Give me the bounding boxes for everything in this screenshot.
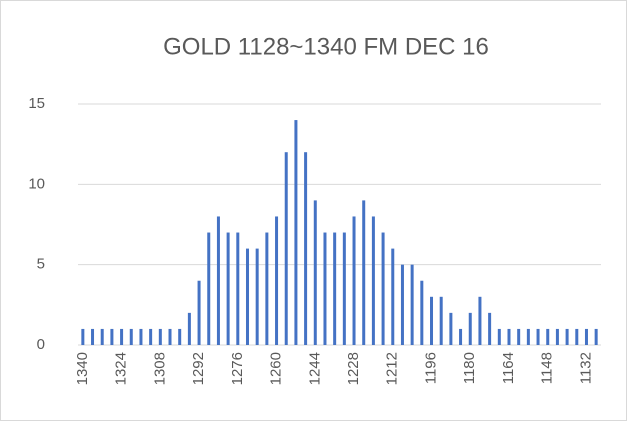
bar	[313, 200, 317, 345]
bar	[91, 328, 95, 345]
bar	[459, 328, 463, 345]
x-tick-label: 1260	[268, 352, 285, 385]
bar	[420, 280, 424, 345]
bar	[120, 328, 124, 345]
bar	[584, 328, 588, 345]
bar	[178, 328, 182, 345]
bar	[507, 328, 511, 345]
bar	[168, 328, 172, 345]
bar	[187, 312, 191, 345]
x-tick-label: 1228	[345, 352, 362, 385]
bar	[439, 296, 443, 345]
bar	[81, 328, 85, 345]
x-tick-label: 1308	[151, 352, 168, 385]
bar	[333, 232, 337, 345]
y-tick-label: 5	[37, 256, 45, 273]
bar	[197, 280, 201, 345]
bar	[110, 328, 114, 345]
bar	[488, 312, 492, 345]
bar	[381, 232, 385, 345]
x-tick-label: 1164	[500, 352, 517, 384]
bar	[284, 152, 288, 345]
x-tick-label: 1324	[113, 352, 130, 385]
bar	[129, 328, 133, 345]
bar	[255, 248, 259, 345]
bar	[517, 328, 521, 345]
x-tick-label: 1132	[577, 352, 594, 384]
x-tick-label: 1148	[539, 352, 556, 384]
bar	[139, 328, 143, 345]
bar	[149, 328, 153, 345]
bar	[371, 216, 375, 345]
chart-title: GOLD 1128~1340 FM DEC 16	[163, 33, 489, 60]
bar	[294, 120, 298, 345]
bar	[497, 328, 501, 345]
y-tick-label: 15	[28, 95, 45, 112]
x-tick-label: 1276	[229, 352, 246, 385]
bar	[478, 296, 482, 345]
bar	[430, 296, 434, 345]
bar	[594, 328, 598, 345]
x-tick-label: 1244	[306, 352, 323, 385]
bar	[400, 264, 404, 345]
bar	[526, 328, 530, 345]
bar	[342, 232, 346, 345]
bar	[352, 216, 356, 345]
bar	[265, 232, 269, 345]
bar	[323, 232, 327, 345]
bar	[565, 328, 569, 345]
bar	[362, 200, 366, 345]
bar	[555, 328, 559, 345]
bar	[449, 312, 453, 345]
bar	[236, 232, 240, 345]
bar	[575, 328, 579, 345]
x-tick-label: 1292	[190, 352, 207, 385]
bar	[410, 264, 414, 345]
x-tick-label: 1340	[74, 352, 91, 385]
bar	[546, 328, 550, 345]
x-tick-label: 1196	[422, 352, 439, 384]
bar	[275, 216, 279, 345]
bar	[536, 328, 540, 345]
bar	[226, 232, 230, 345]
bar	[207, 232, 211, 345]
bar	[158, 328, 162, 345]
bar	[304, 152, 308, 345]
bar	[100, 328, 104, 345]
x-tick-label: 1180	[461, 352, 478, 384]
bar	[245, 248, 249, 345]
x-tick-label: 1212	[384, 352, 401, 385]
bar	[468, 312, 472, 345]
y-tick-label: 0	[37, 336, 45, 353]
bar	[391, 248, 395, 345]
y-tick-label: 10	[28, 175, 45, 192]
bar	[216, 216, 220, 345]
